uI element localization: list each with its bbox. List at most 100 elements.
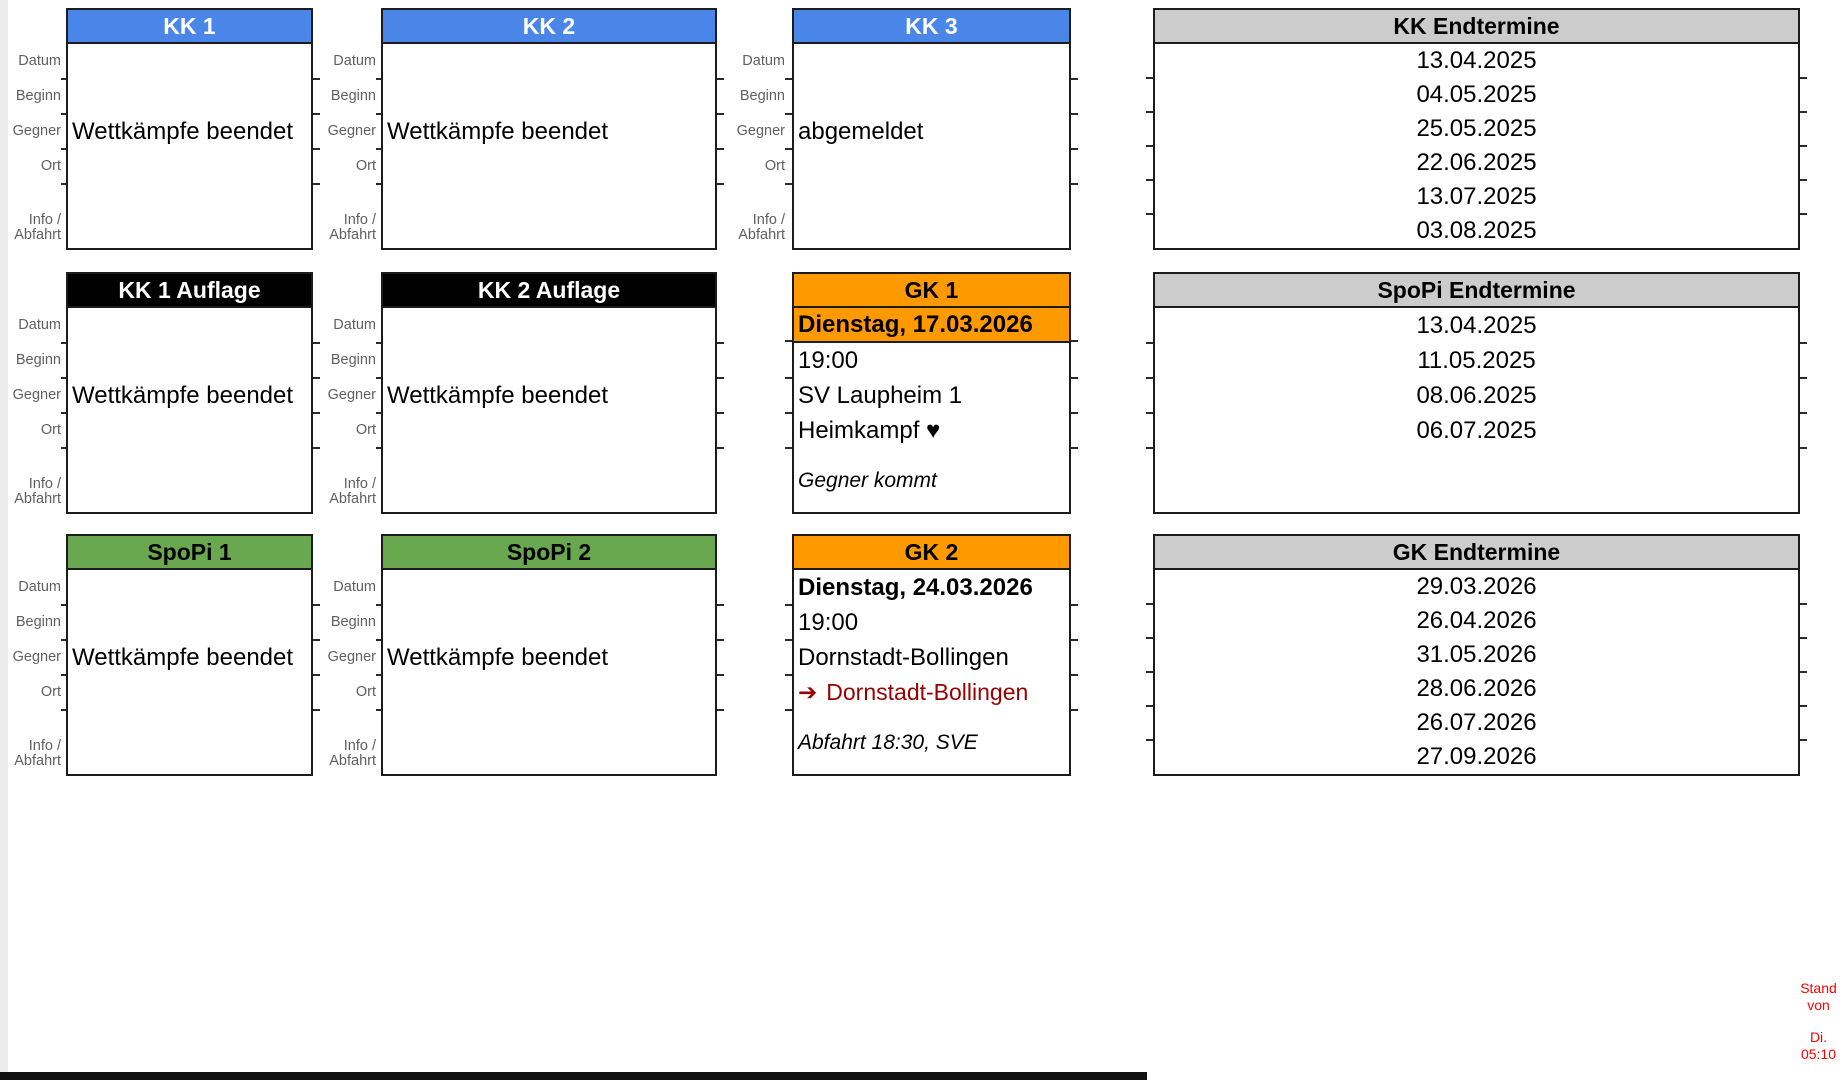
note-line: Stand [1800, 980, 1837, 996]
arrow-right-icon: ➔ [798, 679, 818, 705]
label-ort: Ort [305, 675, 384, 711]
label-info-abfahrt: Info / Abfahrt [329, 476, 376, 507]
card-spopi1: SpoPi 1 Wettkämpfe beendet [66, 534, 320, 776]
endtermin-date: 31.05.2026 [1146, 638, 1807, 673]
endtermine-empty-space [1155, 448, 1798, 512]
gk2-info: Abfahrt 18:30, SVE [798, 730, 978, 754]
kk3-ort-cell [794, 149, 1078, 185]
label-beginn: Beginn [305, 605, 384, 641]
status-timestamp-note: Stand von Di. 05:10 [1795, 980, 1842, 1063]
spopi2-datum-cell [383, 570, 724, 606]
card-kk3-title: KK 3 [794, 10, 1069, 44]
spopi-endtermine-box: SpoPi Endtermine 13.04.2025 11.05.2025 0… [1146, 272, 1807, 514]
spopi1-ort-cell [68, 675, 320, 711]
kk2-beginn-cell [383, 79, 724, 115]
endtermin-date: 08.06.2025 [1146, 378, 1807, 414]
endtermin-date: 29.03.2026 [1146, 570, 1807, 605]
endtermin-date: 06.07.2025 [1146, 413, 1807, 449]
kk2-ort-cell [383, 149, 724, 185]
card-kk2-title: KK 2 [383, 10, 715, 44]
card-kk3: KK 3 abgemeldet [792, 8, 1078, 250]
kk1-ort-cell [68, 149, 320, 185]
endtermin-date: 26.07.2026 [1146, 706, 1807, 741]
label-gegner: Gegner [0, 378, 69, 414]
card-kk2-auflage-title: KK 2 Auflage [383, 274, 715, 308]
kk2a-beginn-cell [383, 343, 724, 379]
kk1a-info-cell [68, 448, 311, 512]
label-gegner: Gegner [305, 114, 384, 150]
label-ort: Ort [305, 413, 384, 449]
label-gegner: Gegner [0, 640, 69, 676]
label-gegner: Gegner [305, 378, 384, 414]
card-gk2: GK 2 Dienstag, 24.03.2026 19:00 Dornstad… [785, 534, 1078, 776]
label-ort: Ort [0, 675, 69, 711]
label-gegner: Gegner [714, 114, 793, 150]
kk2-datum-cell [383, 44, 724, 80]
label-datum: Datum [714, 44, 793, 80]
gk2-opponent: Dornstadt-Bollingen [785, 640, 1078, 676]
gk2-date: Dienstag, 24.03.2026 [785, 570, 1078, 606]
row-label-column-kk2: Datum Beginn Gegner Ort Info / Abfahrt [305, 44, 384, 248]
label-beginn: Beginn [714, 79, 793, 115]
label-datum: Datum [0, 570, 69, 606]
status-text: Wettkämpfe beendet [72, 117, 294, 145]
kk2a-ort-cell [383, 413, 724, 449]
kk1a-datum-cell [68, 308, 320, 344]
label-gegner: Gegner [0, 114, 69, 150]
gk2-location-link-row: ➔ Dornstadt-Bollingen [785, 675, 1078, 711]
card-spopi2: SpoPi 2 Wettkämpfe beendet [381, 534, 724, 776]
label-beginn: Beginn [0, 343, 69, 379]
spopi1-beginn-cell [68, 605, 320, 641]
endtermin-date: 04.05.2025 [1146, 78, 1807, 113]
row-label-column-kk1: Datum Beginn Gegner Ort Info / Abfahrt [0, 44, 69, 248]
card-gk2-title: GK 2 [794, 536, 1069, 570]
spopi1-status-cell: Wettkämpfe beendet [68, 640, 320, 676]
location-link[interactable]: Dornstadt-Bollingen [826, 679, 1029, 705]
status-text: Wettkämpfe beendet [387, 117, 609, 145]
kk2a-info-cell [383, 448, 715, 512]
spopi2-beginn-cell [383, 605, 724, 641]
label-beginn: Beginn [305, 343, 384, 379]
kk1a-beginn-cell [68, 343, 320, 379]
card-kk1-auflage-title: KK 1 Auflage [68, 274, 311, 308]
card-spopi1-title: SpoPi 1 [68, 536, 311, 570]
card-kk1-auflage: KK 1 Auflage Wettkämpfe beendet [66, 272, 320, 514]
row-label-column-spopi1: Datum Beginn Gegner Ort Info / Abfahrt [0, 570, 69, 774]
card-gk1-title: GK 1 [794, 274, 1069, 308]
endtermin-date: 22.06.2025 [1146, 146, 1807, 181]
spopi1-info-cell [68, 710, 311, 774]
kk3-info-cell [794, 184, 1069, 248]
spopi1-datum-cell [68, 570, 320, 606]
kk-endtermine-box: KK Endtermine 13.04.2025 04.05.2025 25.0… [1146, 8, 1807, 250]
card-kk1: KK 1 Wettkämpfe beendet [66, 8, 320, 250]
note-line: von [1807, 997, 1830, 1013]
endtermin-date: 13.04.2025 [1146, 44, 1807, 79]
gk1-info: Gegner kommt [798, 468, 937, 492]
gk1-date: Dienstag, 17.03.2026 [785, 308, 1078, 343]
gk-endtermine-title: GK Endtermine [1155, 536, 1798, 570]
label-ort: Ort [305, 149, 384, 185]
status-text: Wettkämpfe beendet [387, 381, 609, 409]
endtermin-date: 11.05.2025 [1146, 343, 1807, 379]
endtermin-date: 13.04.2025 [1146, 308, 1807, 344]
left-gutter-strip [0, 0, 8, 1072]
spopi-endtermine-title: SpoPi Endtermine [1155, 274, 1798, 308]
endtermin-date: 28.06.2026 [1146, 672, 1807, 707]
label-beginn: Beginn [0, 605, 69, 641]
card-kk1-title: KK 1 [68, 10, 311, 44]
gk1-time: 19:00 [785, 343, 1078, 379]
bottom-scrollbar[interactable] [0, 1072, 1147, 1080]
note-gap [1795, 1014, 1842, 1029]
label-beginn: Beginn [305, 79, 384, 115]
status-text: Wettkämpfe beendet [72, 381, 294, 409]
label-datum: Datum [305, 308, 384, 344]
kk1-status-cell: Wettkämpfe beendet [68, 114, 320, 150]
status-text: Wettkämpfe beendet [72, 643, 294, 671]
card-spopi2-title: SpoPi 2 [383, 536, 715, 570]
kk2a-status-cell: Wettkämpfe beendet [383, 378, 724, 414]
kk1a-ort-cell [68, 413, 320, 449]
kk1-datum-cell [68, 44, 320, 80]
label-gegner: Gegner [305, 640, 384, 676]
endtermin-date: 13.07.2025 [1146, 180, 1807, 215]
